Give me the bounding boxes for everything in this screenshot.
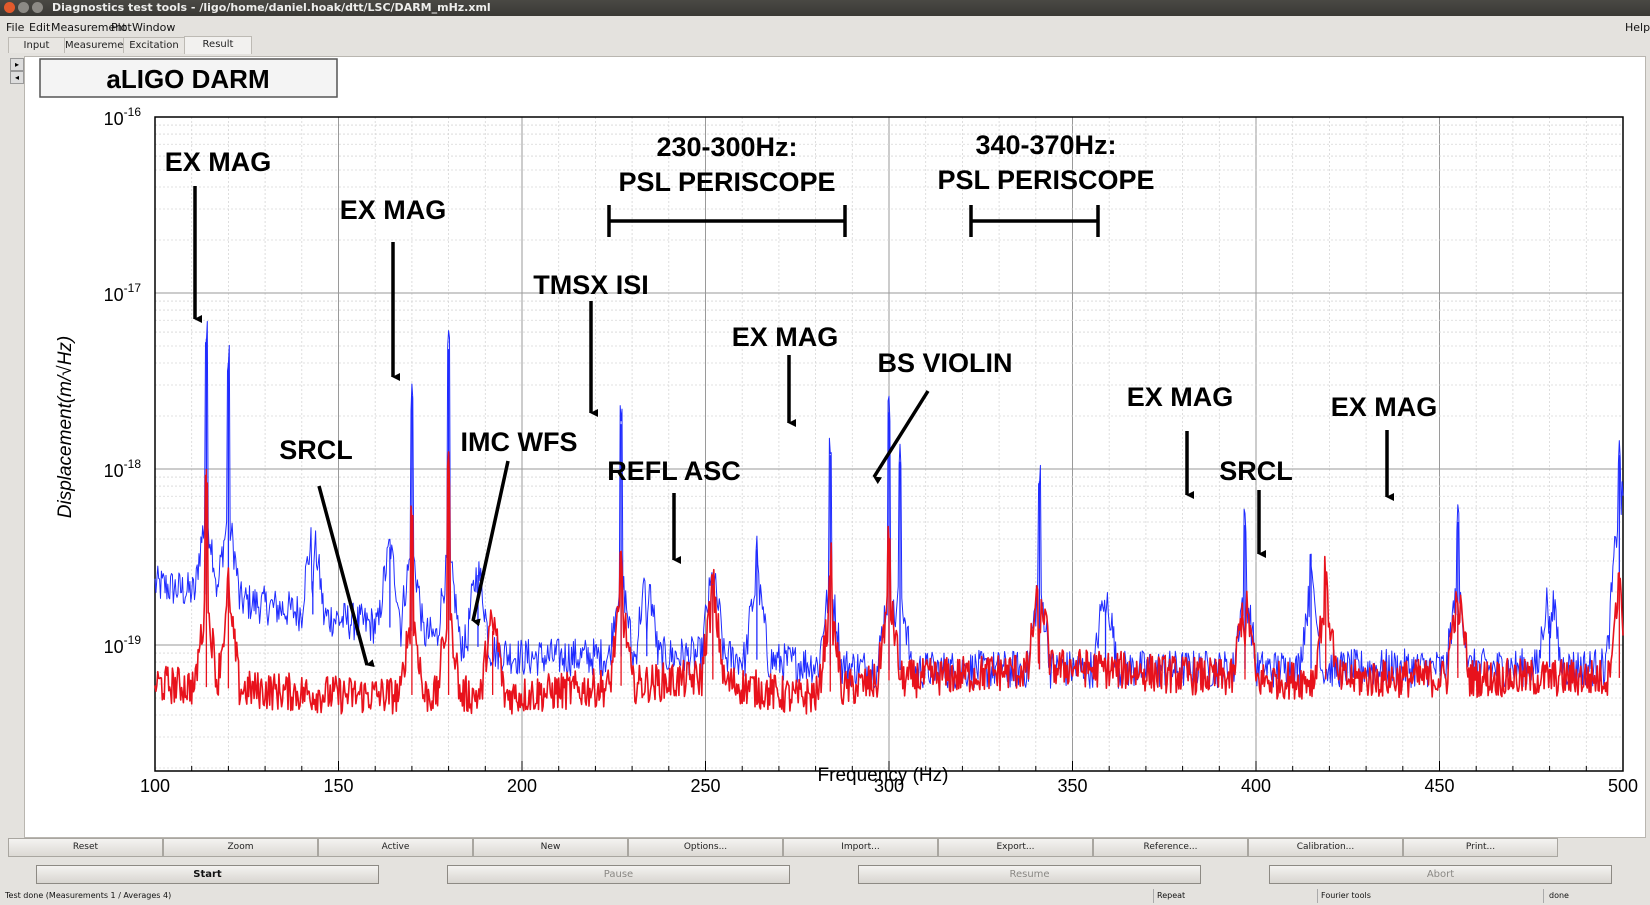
close-icon[interactable] <box>4 2 15 13</box>
window-titlebar: Diagnostics test tools - /ligo/home/dani… <box>0 0 1650 16</box>
new-button[interactable]: New <box>473 838 628 857</box>
y-axis-label: Displacement(m/√Hz) <box>55 336 76 519</box>
y-tick-label: 10-18 <box>104 457 142 481</box>
menu-plot[interactable]: Plot <box>111 21 132 34</box>
start-button[interactable]: Start <box>36 865 379 884</box>
reset-button[interactable]: Reset <box>8 838 163 857</box>
status-message: Test done (Measurements 1 / Averages 4) <box>5 891 172 900</box>
annotation-ex-mag-3: EX MAG <box>732 322 839 352</box>
x-tick-label: 350 <box>1057 776 1087 796</box>
tab-bar: Input Measurement Excitation Result <box>0 36 1650 54</box>
active-button[interactable]: Active <box>318 838 473 857</box>
darm-spectrum-plot[interactable]: aLIGO DARM Frequency (Hz) Displacement(m… <box>25 57 1645 837</box>
minimize-icon[interactable] <box>18 2 29 13</box>
window-title: Diagnostics test tools - /ligo/home/dani… <box>52 1 491 14</box>
y-tick-label: 10-19 <box>104 633 142 657</box>
series-layer <box>154 321 1624 715</box>
annotation-tmsx-isi: TMSX ISI <box>533 270 649 300</box>
plot-frame <box>154 116 1624 772</box>
export-button[interactable]: Export... <box>938 838 1093 857</box>
import-button[interactable]: Import... <box>783 838 938 857</box>
arrow-srcl-1 <box>317 485 375 668</box>
status-separator-1 <box>1153 889 1154 903</box>
status-tool: Fourier tools <box>1321 891 1371 900</box>
reference-button[interactable]: Reference... <box>1093 838 1248 857</box>
annotation-srcl-2: SRCL <box>1219 456 1293 486</box>
maximize-icon[interactable] <box>32 2 43 13</box>
annotation-periscope-1-range: 230-300Hz: <box>656 132 797 162</box>
calibration-button[interactable]: Calibration... <box>1248 838 1403 857</box>
status-bar: Test done (Measurements 1 / Averages 4) … <box>0 889 1650 903</box>
menu-file[interactable]: File <box>6 21 25 34</box>
tab-excitation[interactable]: Excitation <box>123 37 185 53</box>
status-separator-2 <box>1317 889 1318 903</box>
status-mode: Repeat <box>1157 891 1186 900</box>
zoom-button[interactable]: Zoom <box>163 838 318 857</box>
abort-button[interactable]: Abort <box>1269 865 1612 884</box>
x-tick-label: 450 <box>1424 776 1454 796</box>
menu-measurement[interactable]: Measurement <box>51 21 127 34</box>
annotation-srcl-1: SRCL <box>279 435 353 465</box>
plot-title-box <box>39 58 338 98</box>
annotation-ex-mag-1: EX MAG <box>165 147 272 177</box>
x-tick-label: 400 <box>1241 776 1271 796</box>
x-tick-label: 200 <box>507 776 537 796</box>
x-axis-label: Frequency (Hz) <box>818 765 949 786</box>
x-tick-label: 250 <box>690 776 720 796</box>
menu-edit[interactable]: Edit <box>29 21 51 34</box>
annotation-refl-asc: REFL ASC <box>607 456 741 486</box>
menu-window[interactable]: Window <box>132 21 176 34</box>
annotation-imc-wfs: IMC WFS <box>461 427 578 457</box>
arrow-bs-violin <box>872 390 930 485</box>
annotation-periscope-1-label: PSL PERISCOPE <box>618 167 835 197</box>
annotation-ex-mag-5: EX MAG <box>1331 392 1438 422</box>
tab-result[interactable]: Result <box>184 36 252 54</box>
arrow-imc-wfs <box>471 460 510 627</box>
plot-button-row: Reset Zoom Active New Options... Import.… <box>8 838 1644 857</box>
plot-panel[interactable]: aLIGO DARM Frequency (Hz) Displacement(m… <box>24 56 1646 838</box>
tab-input[interactable]: Input <box>8 37 65 53</box>
x-tick-label: 500 <box>1608 776 1638 796</box>
x-tick-label: 100 <box>140 776 170 796</box>
measurement-controls: Start Pause Resume Abort <box>0 865 1650 885</box>
expand-right-icon[interactable]: ▸ <box>10 58 24 71</box>
print-button[interactable]: Print... <box>1403 838 1558 857</box>
x-tick-label: 300 <box>874 776 904 796</box>
x-tick-label: 150 <box>323 776 353 796</box>
menu-bar: File Edit Measurement Plot Window Help <box>0 18 1650 36</box>
tab-measurement[interactable]: Measurement <box>64 37 134 53</box>
status-separator-3 <box>1543 889 1544 903</box>
y-tick-label: 10-16 <box>104 105 142 129</box>
menu-help[interactable]: Help <box>1625 21 1650 34</box>
annotation-ex-mag-4: EX MAG <box>1127 382 1234 412</box>
annotation-ex-mag-2: EX MAG <box>340 195 447 225</box>
annotation-bs-violin: BS VIOLIN <box>877 348 1012 378</box>
y-tick-labels: 10-16 10-17 10-18 10-19 <box>104 105 142 657</box>
plot-title: aLIGO DARM <box>106 64 269 94</box>
y-tick-label: 10-17 <box>104 281 142 305</box>
annotation-periscope-2-label: PSL PERISCOPE <box>937 165 1154 195</box>
pause-button[interactable]: Pause <box>447 865 790 884</box>
status-state: done <box>1549 891 1569 900</box>
collapse-left-icon[interactable]: ◂ <box>10 71 24 84</box>
resume-button[interactable]: Resume <box>858 865 1201 884</box>
x-tick-labels: 100 150 200 250 300 350 400 450 500 <box>140 776 1638 796</box>
annotation-periscope-2-range: 340-370Hz: <box>975 130 1116 160</box>
options-button[interactable]: Options... <box>628 838 783 857</box>
